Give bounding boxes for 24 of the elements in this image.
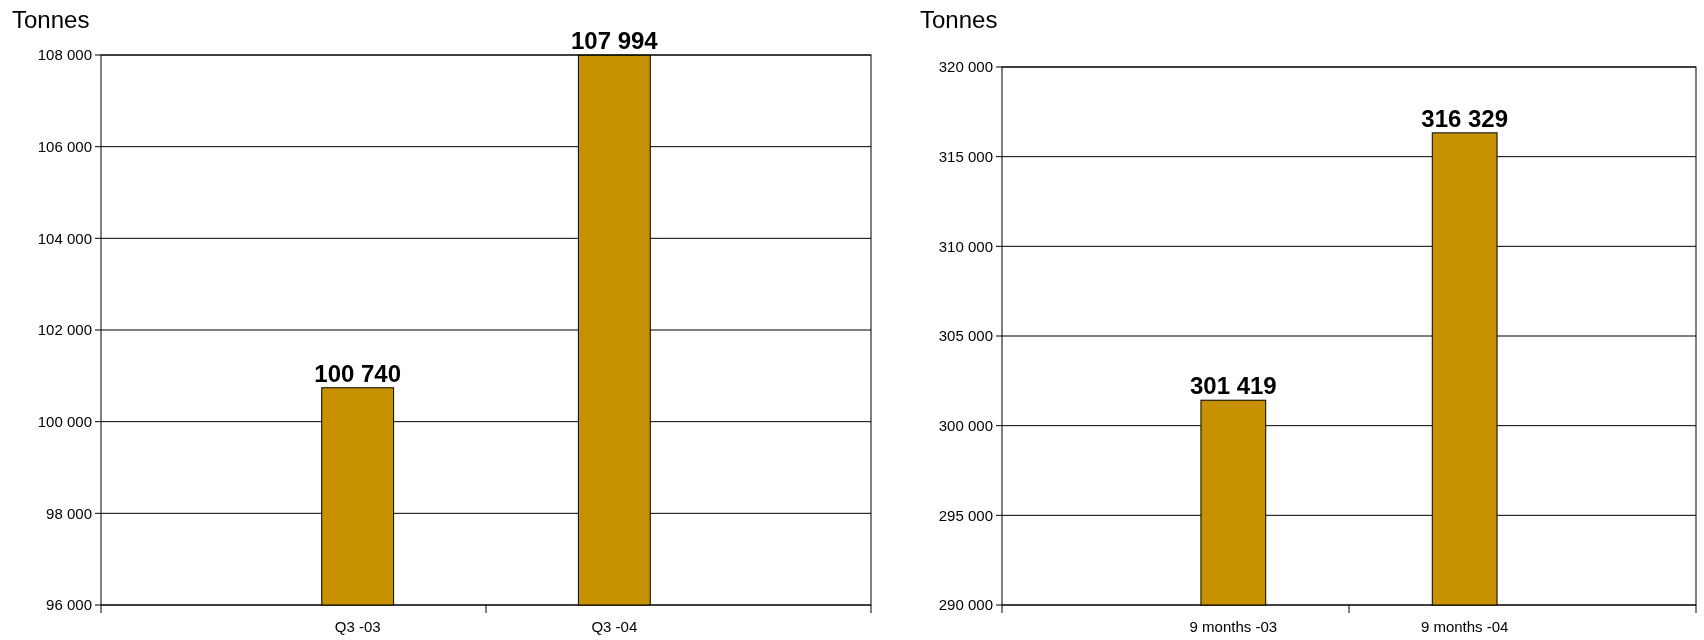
y-tick-label: 315 000 (938, 147, 993, 165)
y-tick-label: 290 000 (938, 596, 993, 614)
y-tick-label: 310 000 (938, 237, 993, 255)
data-label: 301 419 (1189, 372, 1277, 400)
y-tick-label: 104 000 (37, 229, 92, 247)
y-axis-title: Tonnes (12, 6, 90, 33)
data-label: 316 329 (1421, 104, 1509, 132)
x-tick-label: Q3 -03 (334, 618, 381, 635)
x-tick-label: 9 months -04 (1420, 618, 1509, 635)
y-tick-label: 98 000 (46, 504, 92, 522)
y-tick-label: 305 000 (938, 327, 993, 345)
y-tick-label: 108 000 (37, 46, 92, 64)
y-tick-label: 102 000 (37, 321, 92, 339)
y-tick-label: 320 000 (938, 58, 993, 76)
data-label: 100 740 (314, 359, 402, 387)
y-tick-label: 106 000 (37, 137, 92, 155)
y-tick-label: 100 000 (37, 412, 92, 430)
y-tick-label: 96 000 (46, 596, 92, 614)
data-label: 107 994 (570, 27, 659, 55)
y-axis-title: Tonnes (920, 6, 998, 33)
y-tick-label: 295 000 (938, 506, 993, 524)
y-tick-label: 300 000 (938, 416, 993, 434)
x-tick-label: Q3 -04 (591, 618, 638, 635)
x-tick-label: 9 months -03 (1189, 618, 1278, 635)
